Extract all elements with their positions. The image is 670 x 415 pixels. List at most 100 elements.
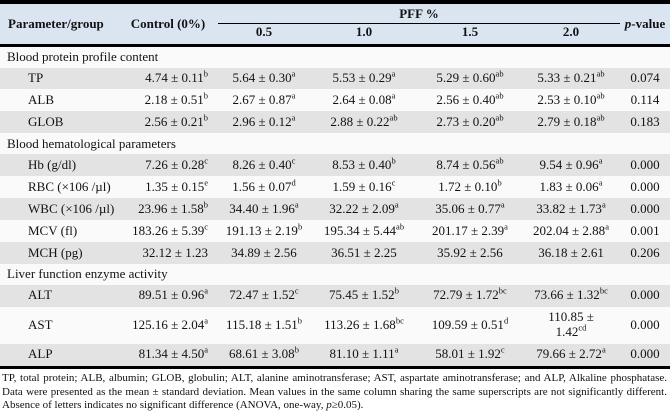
significance-superscript: bc: [498, 286, 507, 297]
parameter-cell: RBC (×106 /µl): [0, 176, 118, 199]
pvalue-cell: 0.074: [620, 67, 670, 90]
parameter-cell: GLOB: [0, 111, 118, 134]
pff-value-cell: 2.79 ± 0.18ab: [522, 111, 621, 134]
significance-superscript: a: [500, 199, 505, 210]
pvalue-cell: 0.000: [620, 198, 670, 221]
col-header-pvalue: p-value: [620, 2, 670, 47]
control-value-cell: 125.16 ± 2.04a: [118, 306, 218, 344]
pvalue-cell: 0.001: [620, 220, 670, 243]
col-header-pff-group: PFF %: [218, 2, 621, 25]
significance-superscript: c: [291, 155, 296, 166]
pff-value-cell: 36.51 ± 2.25: [310, 242, 418, 264]
significance-superscript: a: [601, 344, 606, 355]
data-row: MCH (pg) 32.12 ± 1.23 34.89 ± 2.56 36.51 ± …: [0, 242, 670, 264]
data-row: GLOB 2.56 ± 0.21b 2.96 ± 0.12a 2.88 ± 0.22a…: [0, 111, 670, 134]
section-row: Blood hematological parameters: [0, 133, 670, 155]
significance-superscript: a: [294, 199, 299, 210]
control-value-cell: 183.26 ± 5.39c: [118, 220, 218, 243]
pff-value-cell: 75.45 ± 1.52b: [310, 284, 418, 307]
parameter-cell: MCH (pg): [0, 242, 118, 264]
pff-value-cell: 195.34 ± 5.44ab: [310, 220, 418, 243]
significance-superscript: d: [503, 315, 509, 326]
pff-value-cell: 35.92 ± 2.56: [418, 242, 522, 264]
significance-superscript: b: [391, 155, 396, 166]
pvalue-cell: 0.206: [620, 242, 670, 264]
significance-superscript: ab: [596, 68, 605, 79]
header-row-1: Parameter/group Control (0%) PFF % p-val…: [0, 2, 670, 47]
significance-superscript: a: [291, 68, 296, 79]
pff-value-cell: 8.26 ± 0.40c: [218, 154, 310, 177]
pff-value-cell: 110.85 ±1.42cd: [522, 306, 621, 344]
significance-superscript: a: [291, 90, 296, 101]
significance-superscript: a: [204, 286, 208, 297]
parameter-cell: ALP: [0, 343, 118, 368]
pff-value-cell: 202.04 ± 2.88a: [522, 220, 621, 243]
pff-value-cell: 115.18 ± 1.51b: [218, 306, 310, 344]
pff-value-cell: 79.66 ± 2.72a: [522, 343, 621, 368]
footnote-italic-p: p: [326, 399, 332, 412]
pff-value-cell: 8.74 ± 0.56ab: [418, 154, 522, 177]
significance-superscript: a: [394, 344, 399, 355]
col-header-pff-0-5: 0.5: [218, 23, 310, 47]
control-value-cell: 2.18 ± 0.51b: [118, 89, 218, 112]
data-row: AST 125.16 ± 2.04a 115.18 ± 1.51b 113.26 ± …: [0, 306, 670, 344]
pvalue-cell: 0.000: [620, 154, 670, 177]
significance-superscript: b: [203, 90, 208, 101]
pff-value-cell: 5.64 ± 0.30a: [218, 67, 310, 90]
pff-value-cell: 2.53 ± 0.10ab: [522, 89, 621, 112]
significance-superscript: b: [297, 315, 302, 326]
significance-superscript: c: [500, 344, 505, 355]
significance-superscript: a: [391, 90, 396, 101]
data-row: TP 4.74 ± 0.11b 5.64 ± 0.30a 5.53 ± 0.29a 5.…: [0, 67, 670, 90]
pvalue-cell: 0.000: [620, 343, 670, 368]
pff-value-cell: 73.66 ± 1.32bc: [522, 284, 621, 307]
col-header-pff-2-0: 2.0: [522, 23, 621, 47]
significance-superscript: cd: [578, 322, 587, 333]
significance-superscript: e: [204, 177, 208, 188]
significance-superscript: a: [204, 315, 208, 326]
pff-value-cell: 58.01 ± 1.92c: [418, 343, 522, 368]
parameter-cell: Hb (g/dl): [0, 154, 118, 177]
significance-superscript: a: [394, 199, 399, 210]
significance-superscript: ab: [495, 68, 504, 79]
control-value-cell: 32.12 ± 1.23: [118, 242, 218, 264]
control-value-cell: 23.96 ± 1.58b: [118, 198, 218, 221]
pff-value-cell: 2.96 ± 0.12a: [218, 111, 310, 134]
control-value-cell: 81.34 ± 4.50a: [118, 343, 218, 368]
significance-superscript: d: [291, 177, 296, 188]
footnote-main: TP, total protein; ALB, albumin; GLOB, g…: [2, 371, 667, 412]
significance-superscript: ab: [389, 112, 398, 123]
pff-value-cell: 81.10 ± 1.11a: [310, 343, 418, 368]
pff-value-cell: 8.53 ± 0.40b: [310, 154, 418, 177]
section-title: Blood hematological parameters: [0, 133, 670, 155]
section-title: Liver function enzyme activity: [0, 263, 670, 285]
significance-superscript: c: [204, 155, 208, 166]
pff-value-cell: 68.61 ± 3.08b: [218, 343, 310, 368]
pff-value-cell: 35.06 ± 0.77a: [418, 198, 522, 221]
significance-superscript: a: [605, 221, 609, 232]
pvalue-cell: 0.000: [620, 176, 670, 199]
significance-superscript: b: [497, 177, 502, 188]
pvalue-cell: 0.114: [620, 89, 670, 112]
pff-value-cell: 72.79 ± 1.72bc: [418, 284, 522, 307]
significance-superscript: c: [391, 177, 396, 188]
data-row: ALT 89.51 ± 0.96a 72.47 ± 1.52c 75.45 ± 1.5…: [0, 284, 670, 307]
pff-value-cell: 5.29 ± 0.60ab: [418, 67, 522, 90]
control-value-cell: 7.26 ± 0.28c: [118, 154, 218, 177]
parameter-cell: ALB: [0, 89, 118, 112]
parameter-cell: ALT: [0, 284, 118, 307]
pff-value-cell: 191.13 ± 2.19b: [218, 220, 310, 243]
pff-value-cell: 5.33 ± 0.21ab: [522, 67, 621, 90]
footnote-tail: ≥0.05).: [331, 399, 364, 412]
significance-superscript: a: [598, 155, 603, 166]
pff-value-cell: 34.40 ± 1.96a: [218, 198, 310, 221]
pff-value-cell: 1.56 ± 0.07d: [218, 176, 310, 199]
pff-value-cell: 113.26 ± 1.68bc: [310, 306, 418, 344]
pvalue-label-rest: -value: [631, 15, 666, 31]
pff-value-cell: 1.59 ± 0.16c: [310, 176, 418, 199]
col-header-pff-1-5: 1.5: [418, 23, 522, 47]
parameter-cell: WBC (×106 /µl): [0, 198, 118, 221]
control-value-cell: 4.74 ± 0.11b: [118, 67, 218, 90]
significance-superscript: c: [204, 221, 208, 232]
parameter-cell: AST: [0, 306, 118, 344]
